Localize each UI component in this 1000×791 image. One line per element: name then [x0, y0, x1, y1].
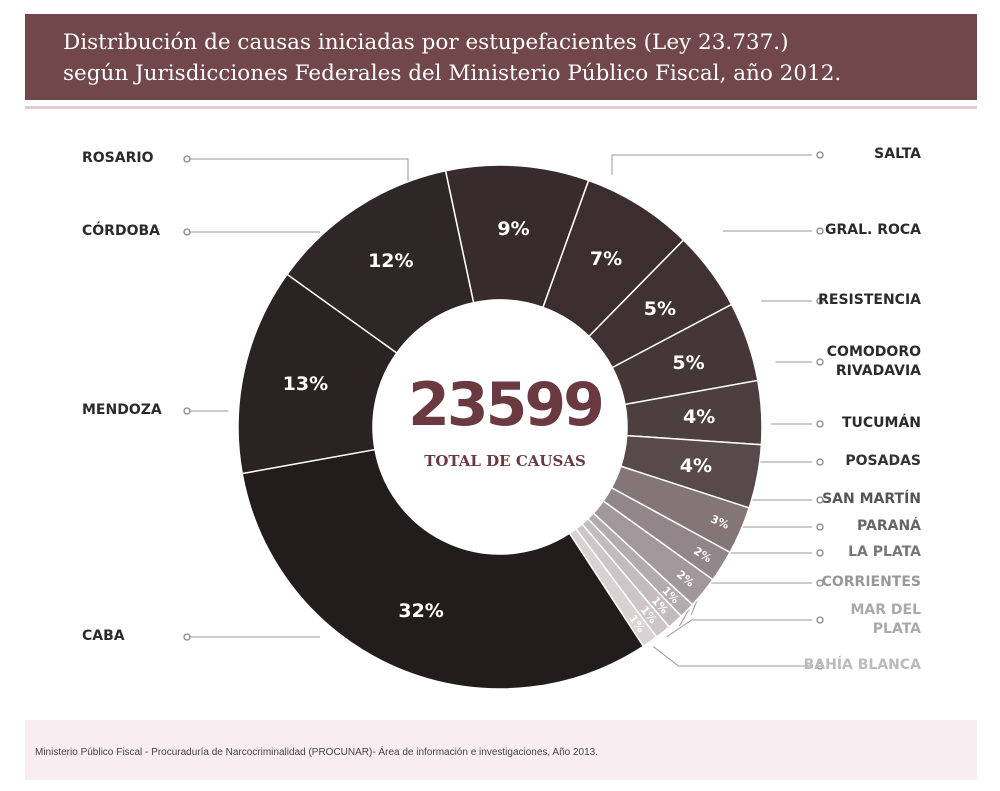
jurisdiction-label: BAHÍA BLANCA — [803, 657, 921, 673]
leader-dot — [183, 407, 191, 415]
leader-line — [653, 646, 812, 667]
donut-slices — [237, 164, 763, 690]
percent-label: 32% — [398, 600, 443, 622]
percent-label: 13% — [283, 373, 328, 395]
jurisdiction-label: CABA — [82, 628, 125, 644]
leader-dot — [183, 155, 191, 163]
leader-line — [611, 154, 812, 175]
leader-dot — [816, 616, 824, 624]
jurisdiction-label: GRAL. ROCA — [824, 222, 921, 238]
percent-label: 12% — [368, 250, 413, 272]
leader-dot — [816, 151, 824, 159]
jurisdiction-label: MENDOZA — [82, 402, 162, 418]
percent-label: 9% — [497, 218, 529, 240]
leader-dot — [816, 496, 824, 504]
leader-dot — [816, 358, 824, 366]
jurisdiction-label: COMODORO RIVADAVIA — [826, 344, 921, 379]
jurisdiction-label: SALTA — [874, 146, 921, 162]
source-note: Ministerio Público Fiscal - Procuraduría… — [35, 747, 599, 758]
leader-dot — [816, 662, 824, 670]
leader-dot — [816, 297, 824, 305]
slice-córdoba — [286, 169, 475, 355]
leader-dot — [816, 227, 824, 235]
percent-label: 4% — [683, 406, 715, 428]
leader-dot — [816, 420, 824, 428]
leader-dot — [816, 458, 824, 466]
jurisdiction-label: SAN MARTÍN — [822, 491, 921, 507]
percent-label: 4% — [680, 455, 712, 477]
jurisdiction-label: PARANÁ — [857, 518, 921, 534]
title-underline — [25, 106, 977, 109]
jurisdiction-label: LA PLATA — [848, 544, 921, 560]
leader-line — [187, 158, 409, 195]
slice-mendoza — [237, 273, 398, 475]
percent-label: 5% — [672, 352, 704, 374]
jurisdiction-label: CÓRDOBA — [82, 223, 160, 239]
jurisdiction-label: RESISTENCIA — [818, 292, 921, 308]
leader-dot — [816, 549, 824, 557]
percent-label: 5% — [644, 298, 676, 320]
jurisdiction-label: POSADAS — [845, 453, 921, 469]
jurisdiction-label: ROSARIO — [82, 150, 154, 166]
chart-title-line1: Distribución de causas iniciadas por est… — [63, 30, 789, 55]
percent-label: 7% — [590, 248, 622, 270]
leader-dot — [183, 633, 191, 641]
leader-line — [666, 619, 812, 638]
footer: Ministerio Público Fiscal - Procuraduría… — [25, 720, 977, 780]
leader-dot — [183, 228, 191, 236]
title-bar: Distribución de causas iniciadas por est… — [25, 14, 977, 100]
slice-caba — [241, 448, 645, 690]
total-label: TOTAL DE CAUSAS — [424, 452, 586, 470]
leader-dot — [816, 579, 824, 587]
jurisdiction-label: CORRIENTES — [821, 574, 921, 590]
chart-title-line2: según Jurisdicciones Federales del Minis… — [63, 61, 842, 86]
jurisdiction-label: TUCUMÁN — [841, 415, 921, 431]
leader-dot — [816, 523, 824, 531]
jurisdiction-label: MAR DEL PLATA — [850, 602, 921, 637]
total-value: 23599 — [408, 370, 605, 440]
